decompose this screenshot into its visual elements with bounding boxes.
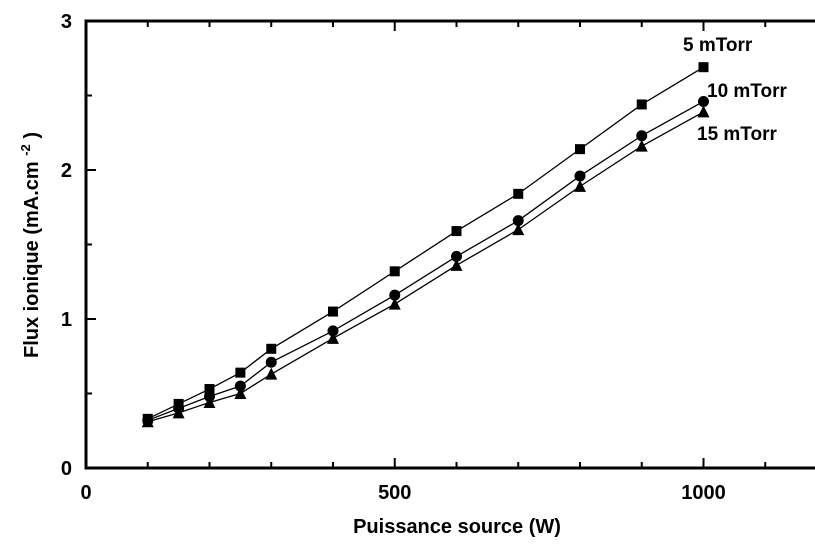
square-marker	[513, 188, 524, 199]
circle-marker	[512, 215, 524, 227]
y-axis-title-superscript: -2	[18, 144, 33, 156]
plot-frame	[84, 19, 815, 470]
triangle-marker	[697, 105, 710, 118]
square-marker	[235, 367, 246, 378]
x-tick-label: 500	[378, 482, 411, 504]
series-label: 10 mTorr	[707, 81, 788, 102]
series-line	[147, 100, 704, 421]
square-marker	[636, 99, 647, 110]
triangle-marker	[327, 331, 339, 344]
series-label: 5 mTorr	[683, 35, 753, 56]
series-labels: 5 mTorr 10 mTorr 15 mTorr	[683, 35, 788, 145]
y-tick-label: 2	[61, 160, 72, 182]
square-marker	[266, 343, 277, 354]
series-label: 15 mTorr	[697, 124, 778, 145]
tick-labels: 0 500 1000 0 1 2 3	[61, 11, 726, 504]
x-axis-title: Puissance source (W)	[353, 516, 561, 538]
square-marker	[451, 226, 462, 237]
circle-marker	[574, 170, 586, 182]
triangle-marker	[388, 297, 401, 310]
square-marker	[328, 306, 338, 317]
series-line	[147, 66, 704, 420]
circle-marker	[327, 325, 339, 337]
triangle-marker	[450, 258, 463, 271]
triangle-marker	[635, 139, 648, 152]
circle-marker	[389, 289, 401, 301]
triangle-marker	[265, 367, 278, 380]
series-line	[147, 111, 704, 423]
y-tick-label: 3	[61, 11, 72, 33]
circle-marker	[636, 130, 648, 142]
square-marker	[698, 62, 709, 73]
y-axis-title: Flux ionique (mA.cm -2 )	[13, 132, 43, 358]
y-tick-label: 1	[61, 309, 72, 331]
triangle-marker	[141, 415, 154, 428]
triangle-marker	[172, 406, 185, 419]
circle-marker	[698, 95, 709, 107]
series-1	[142, 62, 709, 424]
square-marker	[204, 384, 215, 395]
y-axis-title-close: )	[21, 132, 43, 139]
y-tick-label: 0	[61, 458, 72, 480]
series-3	[141, 105, 710, 428]
square-marker	[389, 266, 400, 277]
triangle-marker	[512, 223, 525, 236]
y-axis-title-main: Flux ionique (mA.cm	[21, 161, 43, 358]
circle-marker	[451, 250, 462, 262]
circle-marker	[234, 380, 246, 392]
triangle-marker	[203, 395, 216, 408]
series-2	[142, 95, 709, 426]
triangle-marker	[574, 179, 586, 192]
series-layer	[141, 62, 710, 428]
tick-marks	[85, 20, 767, 469]
x-tick-label: 0	[80, 482, 91, 504]
square-marker	[575, 144, 585, 155]
circle-marker	[265, 356, 277, 368]
x-tick-label: 1000	[681, 482, 726, 504]
triangle-marker	[234, 387, 247, 399]
